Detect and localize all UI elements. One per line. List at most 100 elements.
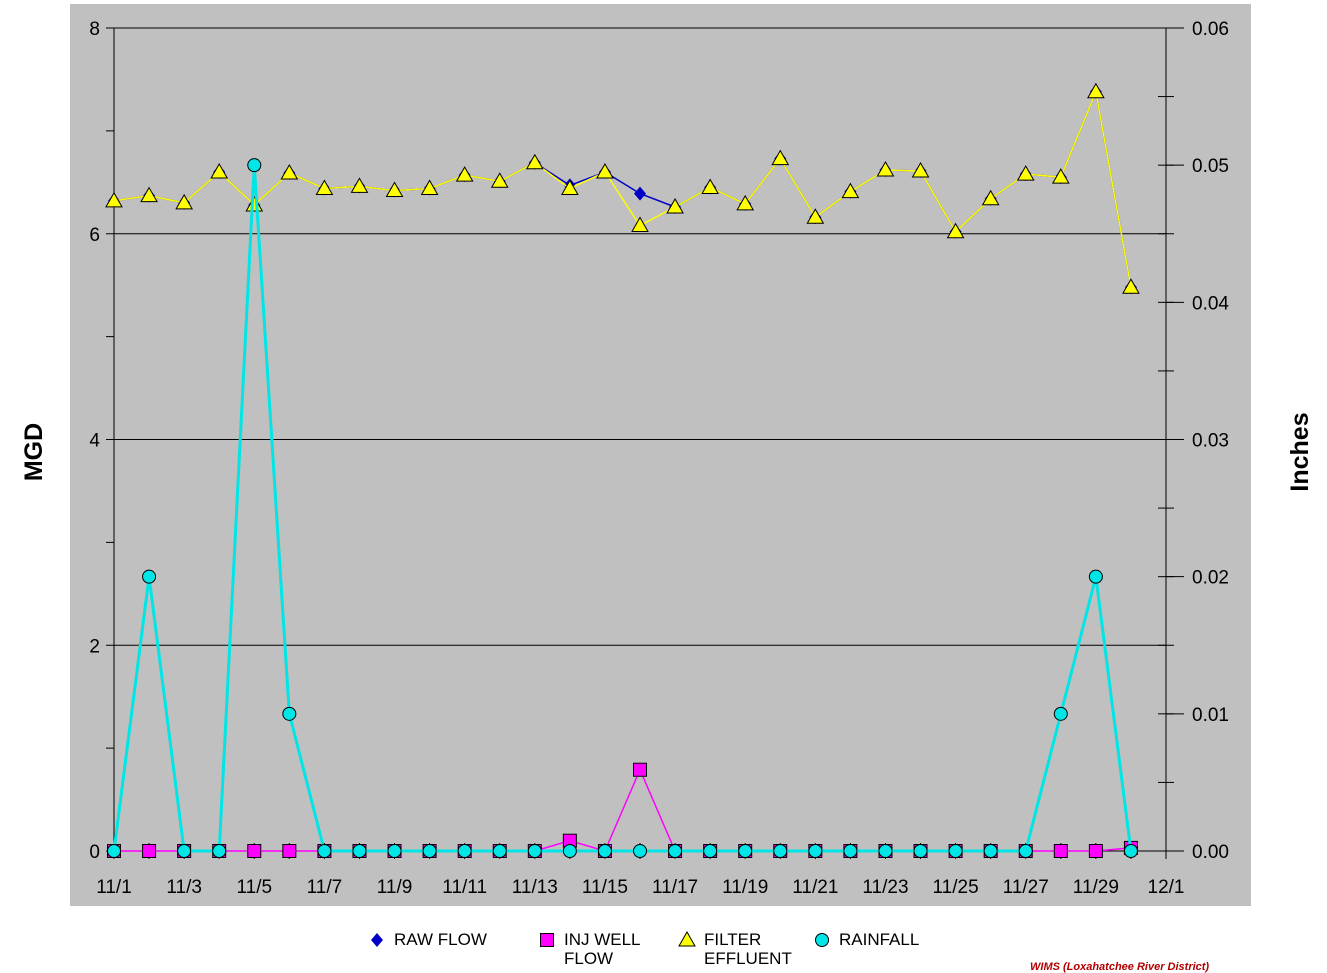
x-tick-label: 11/7 — [307, 877, 343, 898]
left-tick-label: 0 — [89, 842, 100, 863]
data-point — [666, 197, 684, 214]
x-tick-label: 11/29 — [1073, 877, 1119, 898]
left-tick-label: 8 — [89, 19, 100, 40]
data-point — [210, 163, 229, 179]
legend-marker — [371, 933, 383, 947]
right-tick-label: 0.05 — [1192, 156, 1229, 177]
legend-item: FILTER EFFLUENT — [678, 930, 793, 968]
data-point — [1053, 706, 1068, 721]
left-axis-title: MGD — [20, 423, 48, 481]
data-point — [981, 189, 1000, 206]
data-point — [773, 844, 788, 858]
x-tick-label: 11/19 — [722, 877, 768, 898]
data-point — [420, 179, 439, 195]
data-point — [633, 844, 647, 858]
data-point — [1051, 168, 1070, 184]
legend-marker — [540, 933, 554, 947]
gridlines — [114, 27, 1166, 646]
data-point — [562, 844, 577, 858]
x-tick-label: 11/15 — [582, 877, 628, 898]
credit-label: WIMS (Loxahatchee River District) — [1030, 961, 1210, 973]
data-point — [1088, 844, 1103, 858]
data-point — [701, 178, 719, 194]
data-point — [668, 844, 683, 858]
x-tick-label: 11/1 — [96, 877, 132, 898]
right-tick-label: 0.04 — [1192, 293, 1229, 314]
data-point — [806, 208, 825, 224]
data-point — [1088, 569, 1103, 584]
legend-label: RAW FLOW — [394, 930, 487, 949]
right-tick-label: 0.00 — [1192, 842, 1229, 863]
data-point — [247, 158, 262, 173]
legend-label: INJ WELL FLOW — [564, 930, 641, 968]
data-point — [946, 222, 965, 239]
data-point — [878, 844, 893, 858]
data-point — [1018, 844, 1033, 858]
data-point — [843, 844, 858, 858]
legend-marker — [815, 933, 829, 947]
tick-labels: 0 2 4 6 8 0.00 0.01 0.02 0.03 0.04 0.05 0.06 11/1 11/… — [89, 19, 1229, 898]
legend-swatch-diamond-icon — [371, 933, 383, 947]
data-point — [352, 844, 367, 858]
data-point — [1053, 844, 1068, 858]
data-point — [282, 844, 297, 858]
data-point — [280, 164, 299, 180]
legend-item: RAINFALL — [813, 930, 933, 968]
x-tick-label: 11/23 — [862, 877, 908, 898]
data-point — [631, 216, 649, 233]
data-point — [492, 844, 507, 858]
left-tick-label: 6 — [89, 225, 100, 246]
right-axis-title: Inches — [1286, 412, 1314, 491]
data-point — [634, 186, 646, 201]
data-point — [315, 179, 334, 195]
data-point — [455, 166, 474, 182]
x-tick-label: 11/9 — [377, 877, 413, 898]
legend-label: FILTER EFFLUENT — [704, 930, 792, 968]
data-point — [703, 844, 718, 858]
data-point — [771, 149, 790, 166]
data-point — [808, 844, 823, 858]
data-point — [490, 172, 509, 188]
data-point — [876, 160, 895, 177]
series-rainfall — [107, 158, 1138, 858]
legend-label: RAINFALL — [839, 930, 920, 949]
data-point — [913, 844, 928, 858]
x-tick-label: 11/13 — [512, 877, 558, 898]
legend-item: INJ WELL FLOW — [538, 930, 658, 968]
data-point — [597, 844, 612, 858]
legend-item: RAW FLOW — [368, 930, 518, 968]
x-tick-label: 11/5 — [236, 877, 272, 898]
data-point — [142, 569, 157, 584]
data-point — [142, 844, 157, 858]
data-point — [282, 706, 297, 721]
legend-marker — [678, 931, 696, 947]
data-point — [385, 181, 404, 198]
data-point — [422, 844, 437, 858]
data-point — [105, 191, 123, 208]
data-point — [1123, 844, 1138, 858]
data-point — [633, 762, 647, 777]
series-layer — [105, 82, 1140, 858]
data-point — [350, 177, 369, 193]
data-point — [247, 844, 262, 858]
data-point — [175, 193, 193, 210]
data-point — [596, 163, 614, 179]
data-point — [1016, 165, 1035, 181]
x-tick-label: 11/17 — [652, 877, 698, 898]
data-point — [1087, 82, 1105, 99]
data-point — [561, 179, 579, 195]
data-point — [387, 844, 402, 858]
data-point — [457, 844, 472, 858]
data-point — [212, 844, 227, 858]
plot-background — [70, 4, 1251, 906]
x-tick-label: 11/21 — [792, 877, 838, 898]
data-point — [738, 844, 753, 858]
right-tick-label: 0.03 — [1192, 431, 1229, 452]
right-tick-label: 0.01 — [1192, 705, 1229, 726]
x-tick-label: 11/11 — [442, 877, 487, 898]
legend-swatch-triangle-icon — [678, 931, 696, 947]
x-tick-label: 11/27 — [1003, 877, 1049, 898]
data-point — [1122, 278, 1140, 294]
data-point — [911, 161, 930, 178]
